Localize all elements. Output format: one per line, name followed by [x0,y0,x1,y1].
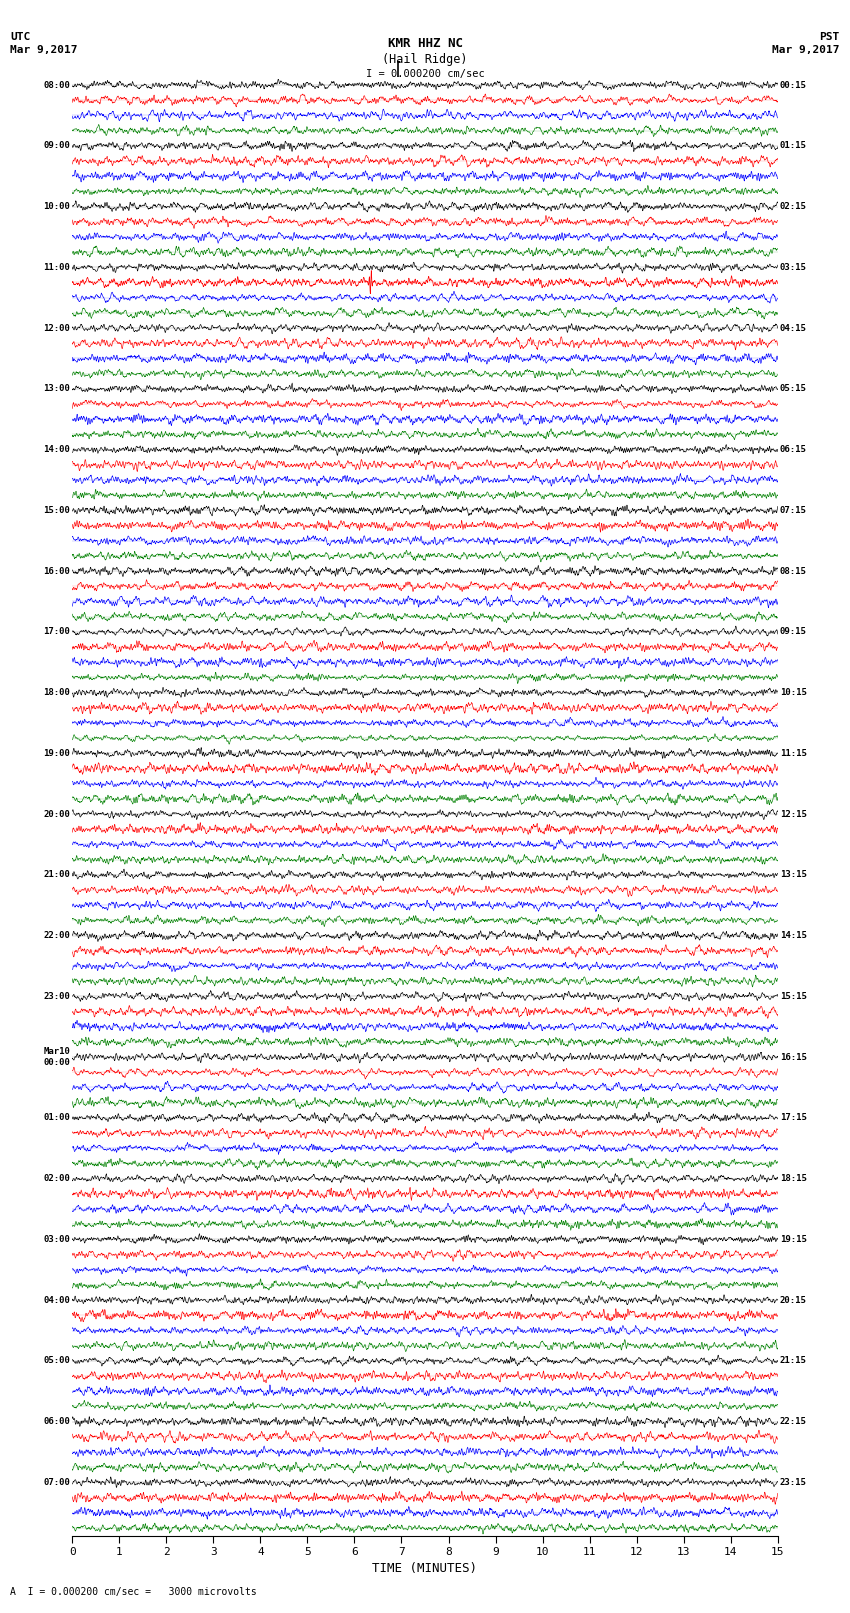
Text: 14:00: 14:00 [43,445,71,453]
Text: 15:15: 15:15 [779,992,807,1000]
Text: 14:15: 14:15 [779,931,807,940]
Text: 02:15: 02:15 [779,202,807,211]
Text: 22:15: 22:15 [779,1418,807,1426]
Text: 20:00: 20:00 [43,810,71,818]
Text: 08:15: 08:15 [779,566,807,576]
Text: 04:00: 04:00 [43,1295,71,1305]
Text: (Hail Ridge): (Hail Ridge) [382,53,468,66]
Text: Mar 9,2017: Mar 9,2017 [10,45,77,55]
Text: 18:00: 18:00 [43,689,71,697]
Text: 09:00: 09:00 [43,142,71,150]
Text: 06:15: 06:15 [779,445,807,453]
Text: 02:00: 02:00 [43,1174,71,1182]
Text: PST: PST [819,32,840,42]
Text: 16:00: 16:00 [43,566,71,576]
Text: 18:15: 18:15 [779,1174,807,1182]
Text: 13:15: 13:15 [779,871,807,879]
Text: 12:00: 12:00 [43,324,71,332]
Text: 11:15: 11:15 [779,748,807,758]
Text: 11:00: 11:00 [43,263,71,271]
Text: Mar 9,2017: Mar 9,2017 [773,45,840,55]
Text: 07:00: 07:00 [43,1478,71,1487]
Text: 01:00: 01:00 [43,1113,71,1123]
Text: 07:15: 07:15 [779,506,807,515]
Text: 03:00: 03:00 [43,1236,71,1244]
Text: Mar10
00:00: Mar10 00:00 [43,1047,71,1066]
Text: A  I = 0.000200 cm/sec =   3000 microvolts: A I = 0.000200 cm/sec = 3000 microvolts [10,1587,257,1597]
Text: I = 0.000200 cm/sec: I = 0.000200 cm/sec [366,69,484,79]
Text: KMR HHZ NC: KMR HHZ NC [388,37,462,50]
X-axis label: TIME (MINUTES): TIME (MINUTES) [372,1561,478,1574]
Text: 06:00: 06:00 [43,1418,71,1426]
Text: 10:15: 10:15 [779,689,807,697]
Text: 19:00: 19:00 [43,748,71,758]
Text: 03:15: 03:15 [779,263,807,271]
Text: 12:15: 12:15 [779,810,807,818]
Text: 08:00: 08:00 [43,81,71,89]
Text: 09:15: 09:15 [779,627,807,636]
Text: 21:00: 21:00 [43,871,71,879]
Text: 05:15: 05:15 [779,384,807,394]
Text: 22:00: 22:00 [43,931,71,940]
Text: 05:00: 05:00 [43,1357,71,1365]
Text: 23:00: 23:00 [43,992,71,1000]
Text: 13:00: 13:00 [43,384,71,394]
Text: 20:15: 20:15 [779,1295,807,1305]
Text: 15:00: 15:00 [43,506,71,515]
Text: 16:15: 16:15 [779,1053,807,1061]
Text: UTC: UTC [10,32,31,42]
Text: 17:15: 17:15 [779,1113,807,1123]
Text: 10:00: 10:00 [43,202,71,211]
Text: 04:15: 04:15 [779,324,807,332]
Text: 00:15: 00:15 [779,81,807,89]
Text: 21:15: 21:15 [779,1357,807,1365]
Text: 17:00: 17:00 [43,627,71,636]
Text: 19:15: 19:15 [779,1236,807,1244]
Text: 01:15: 01:15 [779,142,807,150]
Text: 23:15: 23:15 [779,1478,807,1487]
